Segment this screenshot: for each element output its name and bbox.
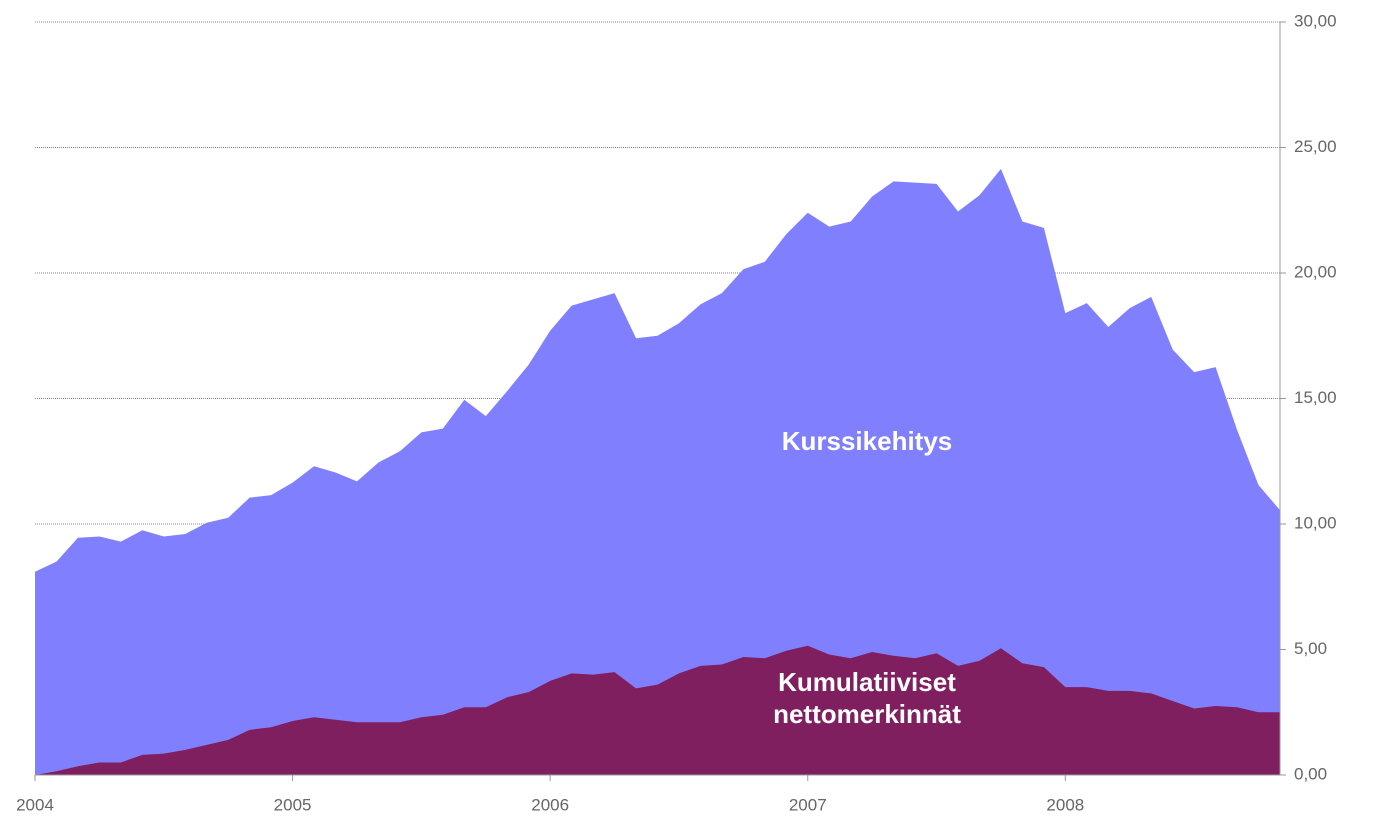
y-tick-label: 5,00 [1294,639,1327,658]
y-tick-label: 30,00 [1294,11,1337,30]
x-tick-label: 2005 [274,795,312,814]
y-tick-label: 15,00 [1294,388,1337,407]
area [35,168,1280,775]
x-tick-label: 2004 [16,795,54,814]
y-tick-label: 0,00 [1294,764,1327,783]
y-tick-label: 25,00 [1294,137,1337,156]
x-tick-label: 2007 [789,795,827,814]
y-tick-label: 20,00 [1294,262,1337,281]
x-tick-label: 2008 [1046,795,1084,814]
series-label: Kurssikehitys [781,426,953,456]
x-tick-label: 2006 [531,795,569,814]
y-tick-label: 10,00 [1294,513,1337,532]
series-label: Kumulatiiviset nettomerkinnät [773,667,961,729]
area [35,645,1280,775]
